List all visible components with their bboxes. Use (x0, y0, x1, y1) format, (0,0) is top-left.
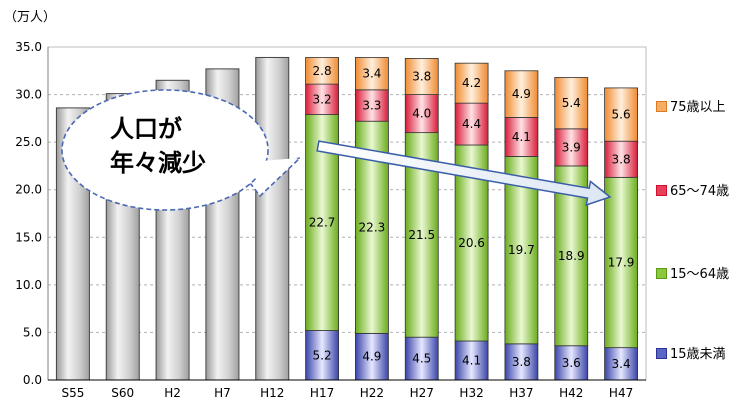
data-label: 3.3 (362, 99, 381, 113)
trend-arrow-icon (316, 140, 612, 207)
data-label: 20.6 (458, 236, 485, 250)
x-tick-label: H47 (609, 386, 633, 400)
bar-age65_74-H32 (454, 102, 489, 146)
bar-age65_74-H22 (355, 89, 389, 122)
data-label: 4.4 (462, 117, 481, 131)
bar-age65_74-H37 (504, 117, 539, 157)
callout-tail-fill (250, 158, 298, 190)
bar-under15-H47 (604, 347, 638, 381)
data-label: 3.4 (362, 67, 381, 81)
data-label: 3.2 (313, 92, 332, 106)
data-label: 2.8 (313, 64, 332, 78)
y-tick-label: 25.0 (15, 135, 42, 149)
data-label: 18.9 (558, 249, 585, 263)
x-tick-label: S60 (111, 386, 134, 400)
y-tick-label: 30.0 (15, 88, 42, 102)
data-label: 3.8 (412, 69, 431, 83)
data-label: 4.2 (462, 76, 481, 90)
y-tick-label: 35.0 (15, 40, 42, 54)
data-label: 3.9 (562, 140, 581, 154)
x-tick-label: H22 (360, 386, 384, 400)
bar-under15-H32 (454, 340, 489, 381)
data-label: 3.8 (612, 152, 631, 166)
data-label: 5.2 (313, 348, 332, 362)
data-label: 4.1 (462, 353, 481, 367)
bar-age15_64-H47 (604, 176, 638, 349)
bar-under15-H17 (305, 330, 339, 381)
x-tick-label: H17 (310, 386, 334, 400)
unit-label: （万人） (4, 10, 57, 25)
data-label: 4.1 (512, 130, 531, 144)
bar-age75plus-H42 (554, 77, 589, 130)
data-label: 5.4 (562, 96, 581, 110)
data-label: 4.9 (512, 87, 531, 101)
y-tick-label: 0.0 (23, 373, 42, 387)
legend-label: 75歳以上 (670, 100, 726, 115)
x-tick-label: S55 (61, 386, 84, 400)
bar-under15-H42 (554, 345, 589, 381)
legend-item-age75plus: 75歳以上 (656, 96, 726, 115)
bar-age65_74-H42 (554, 128, 589, 167)
bar-age75plus-H32 (454, 62, 489, 104)
y-tick-label: 10.0 (15, 278, 42, 292)
legend-swatch (656, 185, 667, 196)
y-tick-label: 15.0 (15, 230, 42, 244)
x-tick-label: H2 (164, 386, 181, 400)
data-label: 21.5 (408, 228, 435, 242)
data-label: 3.8 (512, 355, 531, 369)
data-label: 19.7 (508, 243, 535, 257)
legend-item-age65_74: 65〜74歳 (656, 180, 729, 199)
legend-item-under15: 15歳未満 (656, 343, 726, 362)
x-tick-label: H27 (410, 386, 434, 400)
bar-age75plus-H37 (504, 70, 539, 118)
x-tick-label: H37 (509, 386, 533, 400)
data-label: 4.0 (412, 107, 431, 121)
callout-bubble (61, 89, 269, 211)
y-tick-label: 5.0 (23, 325, 42, 339)
x-tick-label: H7 (214, 386, 231, 400)
data-label: 5.6 (612, 108, 631, 122)
data-label: 3.4 (612, 357, 631, 371)
legend-label: 15歳未満 (670, 347, 726, 362)
data-label: 22.3 (359, 220, 386, 234)
bar-age75plus-H22 (355, 57, 389, 91)
data-label: 17.9 (608, 255, 635, 269)
data-label: 22.7 (309, 216, 336, 230)
data-label: 4.9 (362, 350, 381, 364)
legend-swatch (656, 101, 667, 112)
bar-under15-H37 (504, 343, 539, 381)
legend-swatch (656, 348, 667, 359)
legend-label: 15〜64歳 (670, 267, 730, 282)
x-tick-label: H42 (559, 386, 583, 400)
legend-item-age15_64: 15〜64歳 (656, 263, 729, 282)
callout-text-line1: 人口が (110, 115, 182, 143)
y-tick-label: 20.0 (15, 183, 42, 197)
legend-label: 65〜74歳 (670, 184, 730, 199)
legend-swatch (656, 268, 667, 279)
callout-text-line2: 年々減少 (110, 149, 206, 177)
bar-age75plus-H47 (604, 87, 638, 142)
bar-total-H12 (255, 56, 290, 381)
bar-age75plus-H27 (404, 58, 439, 95)
data-label: 4.5 (412, 352, 431, 366)
data-label: 3.6 (562, 356, 581, 370)
bar-age75plus-H17 (305, 57, 339, 85)
x-tick-label: H12 (260, 386, 284, 400)
x-tick-label: H32 (459, 386, 483, 400)
